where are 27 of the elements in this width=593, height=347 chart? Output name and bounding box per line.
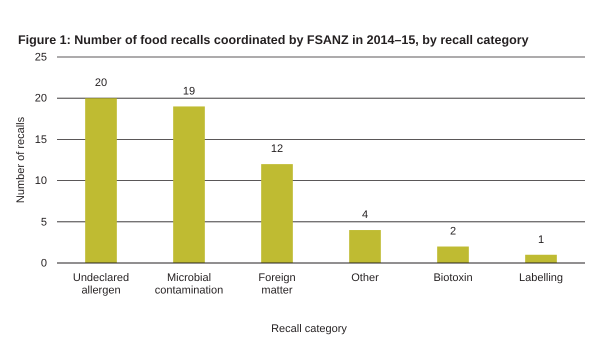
data-label: 1 — [538, 234, 544, 246]
bar — [437, 246, 469, 263]
y-tick-label: 20 — [34, 92, 47, 105]
chart-title: Figure 1: Number of food recalls coordinated by FSANZ in 2014–15, by recall category — [18, 33, 529, 47]
y-tick-label: 10 — [34, 175, 47, 188]
y-tick-label: 5 — [40, 216, 47, 228]
x-axis-title: Recall category — [271, 323, 348, 335]
data-label: 4 — [362, 209, 368, 222]
x-tick-label: Biotoxin — [433, 272, 473, 284]
bar — [85, 98, 117, 263]
bar — [261, 164, 293, 263]
y-tick-label: 15 — [34, 134, 47, 146]
x-tick-label: Microbial contamination — [154, 272, 224, 296]
y-tick-label: 25 — [34, 52, 47, 64]
bar — [349, 230, 381, 263]
y-tick-label: 0 — [40, 258, 47, 270]
x-tick-label: Undeclared allergen — [72, 272, 130, 296]
x-tick-label: Labelling — [518, 272, 564, 284]
data-label: 2 — [450, 226, 456, 238]
data-label: 19 — [182, 85, 196, 98]
data-label: 20 — [94, 77, 108, 90]
x-tick-label: Foreign matter — [258, 272, 296, 296]
bar — [525, 254, 557, 263]
data-label: 12 — [270, 143, 284, 156]
x-tick-label: Other — [351, 272, 380, 284]
bar — [173, 106, 205, 263]
y-axis-title: Number of recalls — [15, 116, 27, 204]
